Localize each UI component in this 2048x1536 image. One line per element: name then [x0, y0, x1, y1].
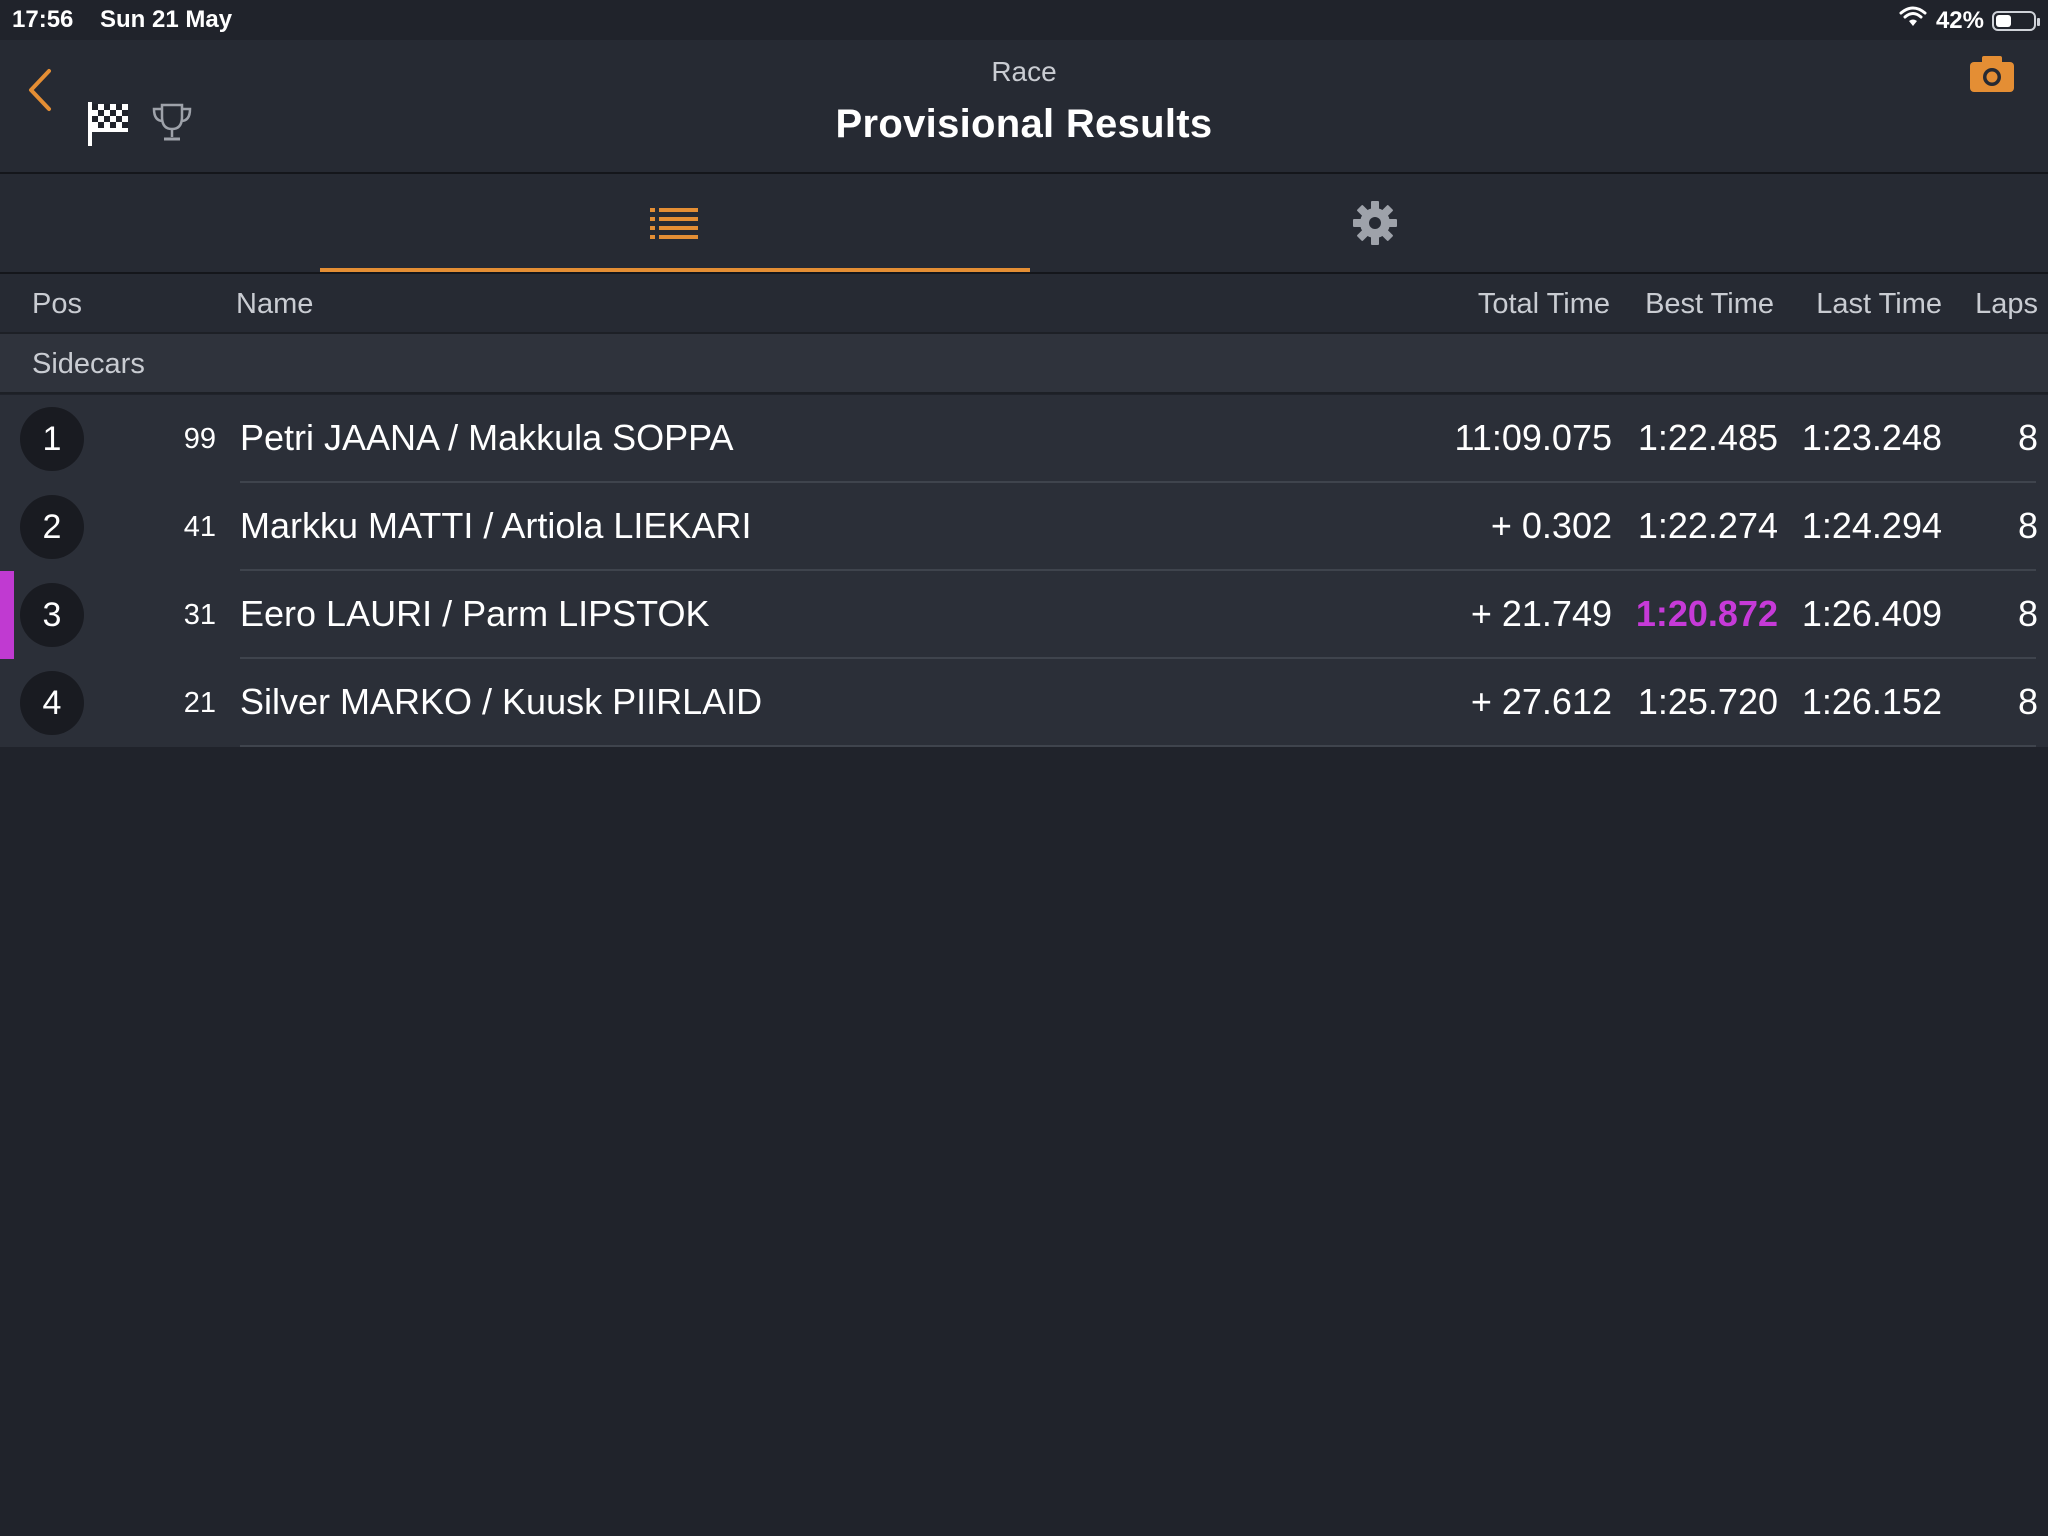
start-number: 21	[183, 687, 216, 719]
driver-name: Silver MARKO / Kuusk PIIRLAID	[240, 681, 763, 722]
class-group-header: Sidecars	[0, 334, 2048, 394]
best-lap-highlight	[0, 571, 14, 659]
row-divider	[240, 745, 2036, 747]
nav-header: Race Provisional Results	[0, 40, 2048, 174]
best-time: 1:22.274	[1637, 505, 1778, 546]
last-time: 1:26.152	[1801, 681, 1942, 722]
trophy-icon	[150, 101, 194, 150]
total-time: + 27.612	[1470, 681, 1612, 722]
row-divider	[240, 481, 2036, 483]
best-time: 1:25.720	[1637, 681, 1778, 722]
class-group-label: Sidecars	[32, 348, 145, 380]
driver-name: Markku MATTI / Artiola LIEKARI	[240, 505, 752, 546]
position-badge: 3	[20, 583, 84, 647]
header-total-time[interactable]: Total Time	[1477, 288, 1610, 320]
camera-button[interactable]	[1966, 52, 2018, 104]
last-time: 1:23.248	[1801, 417, 1942, 458]
table-row[interactable]: 3 31 Eero LAURI / Parm LIPSTOK + 21.749 …	[0, 571, 2048, 659]
list-icon	[650, 208, 698, 239]
last-time: 1:26.409	[1801, 593, 1942, 634]
table-row[interactable]: 1 99 Petri JAANA / Makkula SOPPA 11:09.0…	[0, 395, 2048, 483]
start-number: 41	[183, 511, 216, 543]
camera-icon	[1970, 56, 2014, 92]
laps-count: 8	[2017, 681, 2038, 722]
laps-count: 8	[2017, 593, 2038, 634]
start-number: 99	[183, 423, 216, 455]
status-date: Sun 21 May	[100, 6, 233, 33]
view-tabs	[0, 174, 2048, 274]
status-bar: 17:56 Sun 21 May 42%	[0, 0, 2048, 40]
page-title: Provisional Results	[835, 102, 1213, 146]
battery-icon	[1992, 10, 2040, 31]
tab-list[interactable]	[320, 174, 1030, 272]
best-time: 1:22.485	[1637, 417, 1778, 458]
status-right: 42%	[1898, 6, 2040, 35]
last-time: 1:24.294	[1801, 505, 1942, 546]
race-type-icons	[86, 98, 194, 153]
driver-name: Petri JAANA / Makkula SOPPA	[240, 417, 734, 458]
page-subtitle: Race	[991, 56, 1057, 87]
back-button[interactable]	[18, 60, 62, 120]
table-header: Pos Name Total Time Best Time Last Time …	[0, 274, 2048, 334]
header-laps[interactable]: Laps	[1975, 288, 2038, 320]
laps-count: 8	[2017, 417, 2038, 458]
checkered-flag-icon	[86, 98, 132, 153]
header-last-time[interactable]: Last Time	[1816, 288, 1942, 320]
table-row[interactable]: 4 21 Silver MARKO / Kuusk PIIRLAID + 27.…	[0, 659, 2048, 747]
row-divider	[240, 657, 2036, 659]
position-badge: 4	[20, 671, 84, 735]
header-pos[interactable]: Pos	[32, 288, 82, 320]
battery-percent: 42%	[1935, 6, 1984, 34]
laps-count: 8	[2017, 505, 2038, 546]
position-badge: 2	[20, 495, 84, 559]
position-badge: 1	[20, 407, 84, 471]
header-best-time[interactable]: Best Time	[1645, 288, 1774, 320]
tab-settings[interactable]	[1030, 174, 1720, 272]
table-row[interactable]: 2 41 Markku MATTI / Artiola LIEKARI + 0.…	[0, 483, 2048, 571]
total-time: 11:09.075	[1454, 417, 1612, 458]
status-time: 17:56	[12, 6, 74, 33]
total-time: + 0.302	[1490, 505, 1612, 546]
start-number: 31	[183, 599, 216, 631]
best-time-overall: 1:20.872	[1635, 593, 1778, 634]
back-chevron-icon	[29, 69, 51, 111]
header-name[interactable]: Name	[236, 288, 314, 320]
wifi-icon	[1898, 6, 1928, 35]
row-divider	[240, 569, 2036, 571]
gear-icon	[1353, 201, 1397, 245]
total-time: + 21.749	[1470, 593, 1612, 634]
driver-name: Eero LAURI / Parm LIPSTOK	[240, 593, 710, 634]
